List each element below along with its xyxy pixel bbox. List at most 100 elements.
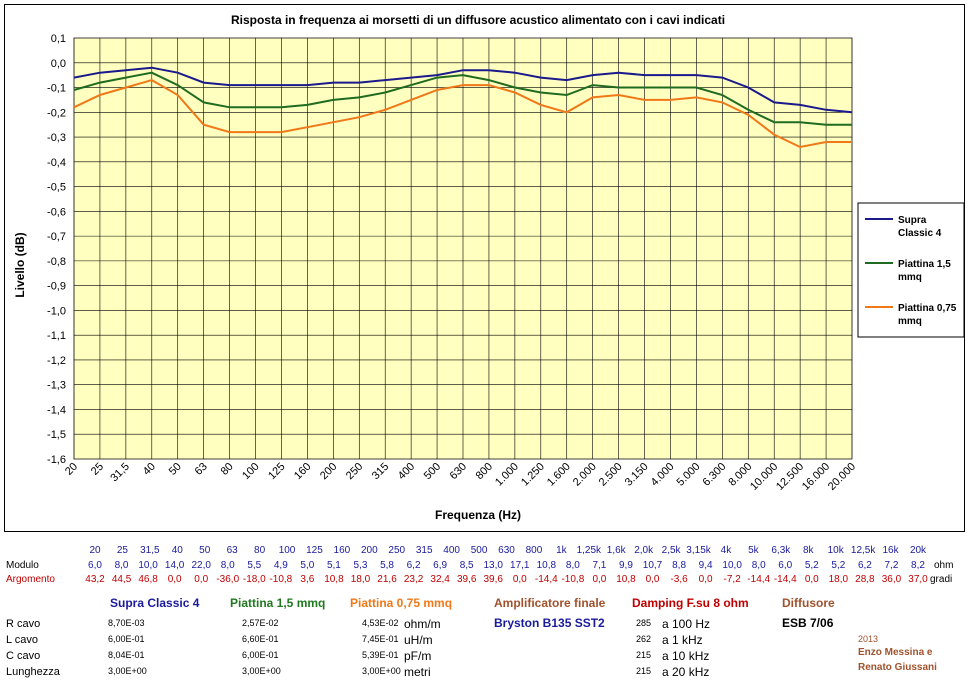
- argomento-cell: 36,0: [881, 574, 902, 585]
- argomento-cell: 21,6: [377, 574, 397, 585]
- freq-cell: 5k: [748, 545, 759, 556]
- x-tick-label: 125: [266, 461, 287, 482]
- y-tick-label: -0,1: [47, 83, 66, 95]
- argomento-cell: 0,0: [804, 574, 819, 585]
- freq-cell: 12,5k: [850, 545, 876, 556]
- frequency-response-chart: Risposta in frequenza ai morsetti di un …: [13, 13, 965, 522]
- modulo-cell: 8,0: [220, 560, 235, 571]
- supra-title: Supra Classic 4: [110, 596, 200, 610]
- modulo-cell: 6,2: [857, 560, 872, 571]
- damping-value: 215: [636, 666, 652, 676]
- y-tick-label: -0,8: [47, 256, 66, 268]
- freq-cell: 100: [278, 545, 296, 556]
- x-tick-label: 5.000: [675, 461, 703, 489]
- freq-cell: 20k: [909, 545, 927, 556]
- damping-value: 262: [636, 634, 652, 644]
- piattina-075-value: 5,39E-01: [362, 650, 399, 660]
- modulo-cell: 8,0: [114, 560, 129, 571]
- freq-cell: 1,25k: [576, 545, 602, 556]
- argomento-cell: 39,6: [483, 574, 503, 585]
- modulo-cell: 4,9: [273, 560, 288, 571]
- argomento-cell: -14,4: [747, 574, 771, 585]
- piattina-15-value: 3,00E+00: [242, 666, 281, 676]
- x-tick-label: 200: [318, 461, 339, 482]
- y-tick-label: -0,5: [47, 182, 66, 194]
- y-tick-label: -0,9: [47, 281, 66, 293]
- piattina-075-title: Piattina 0,75 mmq: [350, 596, 453, 610]
- modulo-cell: 7,2: [884, 560, 899, 571]
- argomento-cell: 10,8: [616, 574, 636, 585]
- y-tick-label: -1,3: [47, 380, 66, 392]
- y-tick-label: -1,2: [47, 355, 66, 367]
- x-tick-label: 80: [219, 461, 236, 478]
- speaker-model: ESB 7/06: [782, 616, 834, 630]
- supra-value: 8,70E-03: [108, 618, 145, 628]
- y-tick-label: -1,4: [47, 404, 66, 416]
- modulo-cell: 9,9: [619, 560, 633, 571]
- modulo-cell: 8,0: [565, 560, 580, 571]
- supra-value: 6,00E-01: [108, 634, 145, 644]
- freq-cell: 1k: [556, 545, 567, 556]
- freq-cell: 160: [333, 545, 351, 556]
- y-tick-label: -1,6: [47, 454, 66, 466]
- x-tick-label: 16.000: [800, 461, 832, 493]
- x-tick-label: 2.000: [571, 461, 599, 489]
- freq-cell: 2,0k: [634, 545, 654, 556]
- modulo-cell: 8,2: [911, 560, 925, 571]
- chart-frame: Risposta in frequenza ai morsetti di un …: [4, 4, 965, 532]
- argomento-cell: 46,8: [138, 574, 158, 585]
- x-tick-label: 1.250: [519, 461, 547, 489]
- freq-cell: 31,5: [140, 545, 160, 556]
- x-tick-label: 100: [240, 461, 261, 482]
- modulo-label: Modulo: [6, 560, 39, 571]
- modulo-cell: 8,8: [672, 560, 687, 571]
- modulo-cell: 6,9: [433, 560, 448, 571]
- x-tick-label: 4.000: [649, 461, 677, 489]
- modulo-cell: 5,2: [804, 560, 819, 571]
- x-tick-label: 1.600: [545, 461, 573, 489]
- damping-freq: a 100 Hz: [662, 617, 711, 631]
- damping-title: Damping F.su 8 ohm: [632, 596, 749, 610]
- unit-label: metri: [404, 665, 431, 679]
- chart-title: Risposta in frequenza ai morsetti di un …: [231, 13, 725, 27]
- freq-cell: 800: [525, 545, 543, 556]
- y-tick-label: 0,0: [51, 58, 66, 70]
- argomento-cell: -14,4: [534, 574, 558, 585]
- argomento-cell: 43,2: [85, 574, 105, 585]
- piattina-15-value: 2,57E-02: [242, 618, 279, 628]
- y-tick-label: -1,0: [47, 305, 66, 317]
- legend-label: Piattina 0,75 mmq: [898, 303, 957, 327]
- argomento-cell: 0,0: [167, 574, 182, 585]
- x-tick-label: 500: [422, 461, 443, 482]
- y-tick-label: -0,4: [47, 157, 66, 169]
- legend-box: [857, 202, 965, 338]
- supra-value: 3,00E+00: [108, 666, 147, 676]
- grid: [73, 37, 853, 460]
- freq-cell: 125: [306, 545, 323, 556]
- x-tick-label: 2.500: [597, 461, 625, 489]
- modulo-cell: 22,0: [191, 560, 211, 571]
- piattina-075-value: 3,00E+00: [362, 666, 401, 676]
- freq-cell: 16k: [882, 545, 899, 556]
- damping-value: 215: [636, 650, 652, 660]
- argomento-cell: -10,8: [561, 574, 585, 585]
- x-tick-label: 31,5: [108, 461, 132, 485]
- freq-cell: 40: [171, 545, 183, 556]
- speaker-title: Diffusore: [782, 596, 835, 610]
- freq-cell: 20: [89, 545, 101, 556]
- x-tick-label: 25: [89, 461, 106, 478]
- freq-cell: 3,15k: [686, 545, 711, 556]
- unit-label: pF/m: [404, 649, 432, 663]
- argomento-cell: 0,0: [194, 574, 209, 585]
- argomento-cell: -14,4: [773, 574, 797, 585]
- argomento-cell: 0,0: [698, 574, 713, 585]
- modulo-cell: 14,0: [164, 560, 185, 571]
- argomento-cell: -18,0: [242, 574, 266, 585]
- y-tick-label: -0,3: [47, 132, 66, 144]
- x-tick-label: 20.000: [826, 461, 858, 493]
- modulo-cell: 10,0: [138, 560, 158, 571]
- cable-row-label: C cavo: [6, 650, 41, 662]
- freq-cell: 630: [498, 545, 515, 556]
- piattina-15-value: 6,00E-01: [242, 650, 279, 660]
- cable-row-label: R cavo: [6, 618, 41, 630]
